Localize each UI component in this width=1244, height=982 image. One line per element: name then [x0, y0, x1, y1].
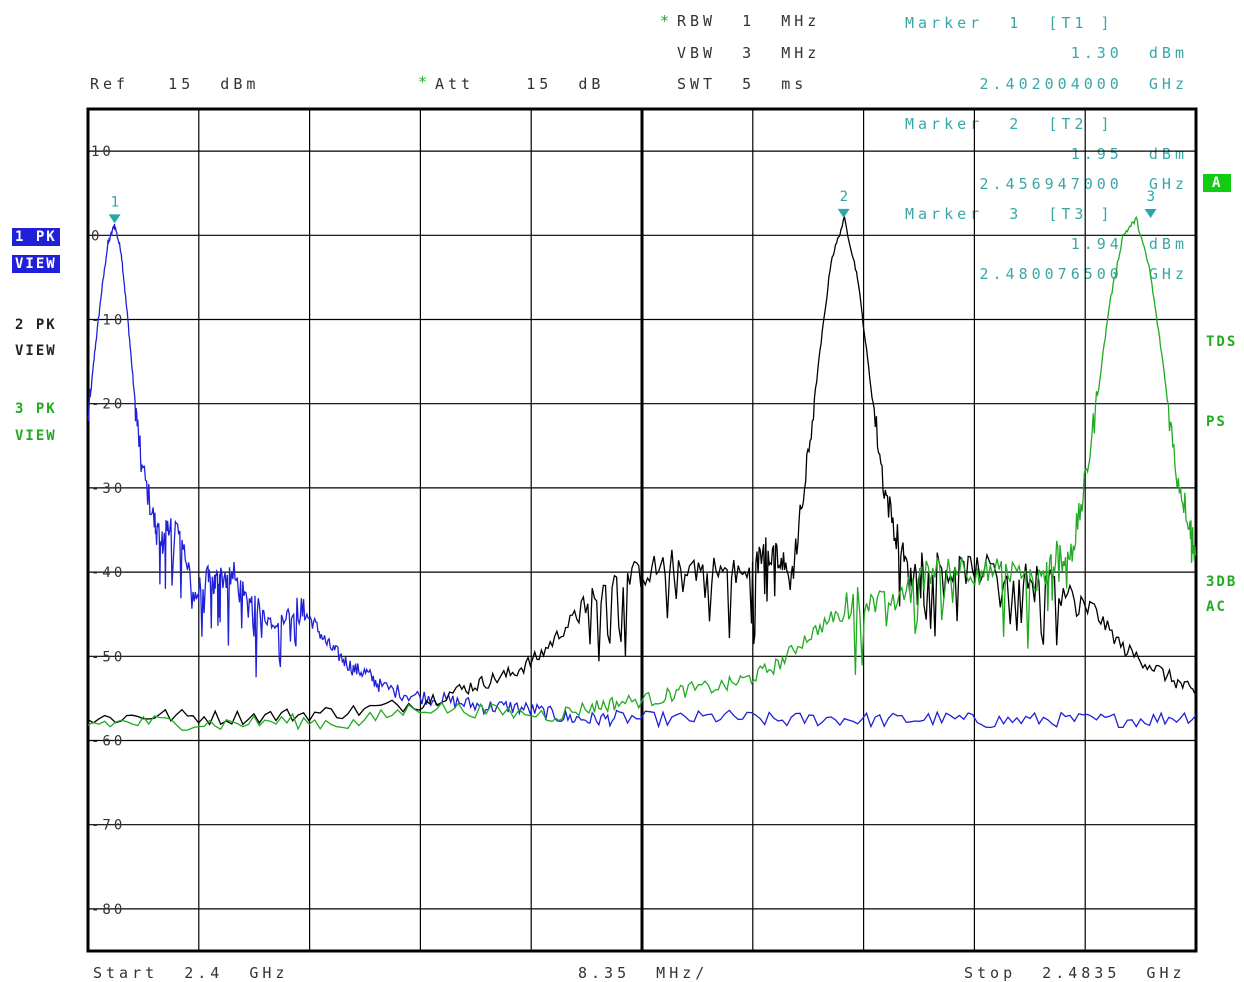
marker2-level: 1.95 dBm	[1070, 145, 1188, 163]
y-tick-label: -70	[91, 818, 125, 834]
attenuation: Att 15 dB	[435, 75, 605, 93]
trace3-label[interactable]: 3 PK	[15, 401, 57, 417]
marker3-label: Marker 3 [T3 ]	[905, 205, 1114, 223]
ps-indicator: PS	[1206, 414, 1227, 430]
trace-3-line	[87, 215, 1197, 731]
trace-a-indicator: A	[1203, 174, 1232, 192]
ac-indicator: AC	[1206, 599, 1227, 615]
trace1-mode[interactable]: VIEW	[12, 255, 60, 273]
rbw-star: *	[660, 12, 670, 30]
marker1-level: 1.30 dBm	[1070, 44, 1188, 62]
span-per-division: 8.35 MHz/	[578, 964, 709, 982]
rbw-readout: RBW 1 MHz	[677, 12, 821, 30]
y-tick-label: 0	[91, 228, 102, 244]
marker1-freq: 2.402004000 GHz	[979, 75, 1188, 93]
3db-indicator: 3DB	[1206, 574, 1238, 590]
y-tick-label: -50	[91, 649, 125, 665]
marker-1-triangle	[108, 214, 121, 224]
marker3-level: 1.94 dBm	[1070, 235, 1188, 253]
marker-3-triangle	[1144, 208, 1157, 218]
y-tick-label: -20	[91, 397, 125, 413]
marker1-label: Marker 1 [T1 ]	[905, 14, 1114, 32]
plot-frame	[86, 107, 1198, 953]
y-tick-label: -80	[91, 902, 125, 918]
vbw-readout: VBW 3 MHz	[677, 44, 821, 62]
marker-1-label: 1	[111, 194, 119, 210]
ref-level: Ref 15 dBm	[90, 75, 260, 93]
y-tick-label: -30	[91, 481, 125, 497]
marker3-freq: 2.480076500 GHz	[979, 265, 1188, 283]
y-tick-label: 10	[91, 144, 114, 160]
tds-indicator: TDS	[1206, 334, 1238, 350]
marker-2-label: 2	[840, 189, 848, 205]
marker-3-label: 3	[1147, 189, 1155, 205]
att-star: *	[418, 73, 428, 91]
y-tick-label: -60	[91, 734, 125, 750]
start-frequency: Start 2.4 GHz	[93, 964, 289, 982]
y-tick-label: -40	[91, 565, 125, 581]
trace1-label[interactable]: 1 PK	[12, 228, 60, 246]
marker2-freq: 2.456947000 GHz	[979, 175, 1188, 193]
stop-frequency: Stop 2.4835 GHz	[964, 964, 1186, 982]
swt-readout: SWT 5 ms	[677, 75, 808, 93]
trace2-mode[interactable]: VIEW	[15, 343, 57, 359]
marker2-label: Marker 2 [T2 ]	[905, 115, 1114, 133]
trace-2-line	[87, 216, 1197, 726]
y-tick-label: -10	[91, 313, 125, 329]
trace3-mode[interactable]: VIEW	[15, 428, 57, 444]
trace2-label[interactable]: 2 PK	[15, 317, 57, 333]
trace-1-line	[87, 223, 1197, 729]
marker-2-triangle	[837, 208, 850, 218]
